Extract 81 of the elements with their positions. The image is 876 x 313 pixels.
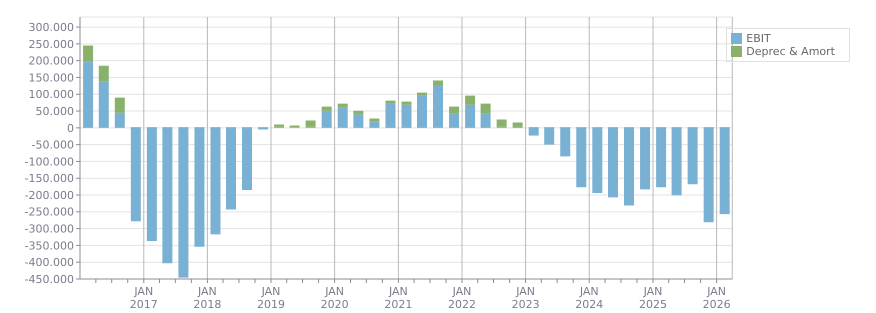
bar	[194, 128, 204, 247]
bar	[528, 128, 539, 136]
y-tick-label: -250.000	[24, 206, 74, 219]
bar	[608, 128, 618, 198]
bar	[416, 92, 427, 96]
y-tick-label: 50.000	[36, 104, 74, 118]
bar	[385, 100, 396, 104]
x-tick-label: JAN 2023	[512, 285, 540, 311]
bar	[322, 106, 332, 111]
bar	[672, 128, 682, 196]
bar	[114, 112, 125, 128]
bar	[83, 61, 94, 128]
y-tick-label: -300.000	[24, 222, 74, 236]
y-tick-label: -400.000	[24, 256, 74, 270]
x-tick-label: JAN 2020	[320, 285, 349, 311]
bar	[465, 96, 476, 105]
bar	[496, 119, 507, 127]
bar	[592, 128, 602, 194]
bar	[512, 122, 523, 127]
bar	[704, 128, 714, 222]
bar	[720, 128, 730, 214]
bar	[146, 128, 157, 242]
bar	[114, 98, 125, 113]
y-tick-label: -100.000	[24, 155, 74, 168]
bar	[162, 128, 172, 264]
bar	[480, 113, 491, 128]
bar	[624, 128, 634, 206]
y-tick-label: -150.000	[24, 172, 74, 186]
y-tick-label: 0	[67, 122, 74, 135]
bar	[98, 81, 109, 128]
x-tick-label: JAN 2019	[257, 285, 285, 311]
bar	[306, 120, 316, 127]
y-tick-label: 150.000	[28, 71, 74, 84]
y-tick-label: 100.000	[28, 88, 74, 102]
bar	[242, 128, 252, 190]
bar	[433, 80, 444, 86]
bar	[210, 128, 220, 234]
bar	[338, 107, 348, 128]
y-tick-label: -450.000	[24, 272, 74, 286]
x-tick-label: JAN 2017	[130, 285, 158, 311]
bar	[688, 128, 698, 184]
y-tick-label: -200.000	[24, 188, 74, 202]
bar	[274, 124, 284, 127]
bar	[656, 128, 666, 188]
bar	[401, 102, 412, 105]
bar	[369, 121, 380, 128]
bar	[338, 104, 348, 108]
bar	[449, 113, 460, 128]
y-tick-label: -50.000	[32, 138, 74, 152]
y-tick-label: -350.000	[24, 239, 74, 252]
y-tick-label: 300.000	[28, 20, 74, 34]
bar	[130, 128, 141, 222]
legend-label: Deprec & Amort	[746, 45, 835, 58]
x-tick-label: JAN 2024	[575, 285, 604, 311]
x-tick-label: JAN 2021	[384, 285, 412, 311]
legend-label: EBIT	[746, 32, 771, 45]
x-tick-label: JAN 2025	[639, 285, 668, 311]
bar	[322, 110, 332, 128]
bar	[560, 128, 570, 156]
bar	[465, 104, 476, 128]
bar	[385, 104, 396, 128]
bar	[353, 110, 364, 114]
x-tick-label: JAN 2018	[193, 285, 222, 311]
bar	[401, 104, 412, 128]
bar	[576, 128, 586, 188]
y-tick-label: 200.000	[28, 54, 74, 68]
bar	[416, 96, 427, 128]
x-tick-label: JAN 2026	[702, 285, 731, 311]
bar	[353, 114, 364, 128]
x-tick-label: JAN 2022	[448, 285, 476, 311]
bar	[83, 46, 94, 62]
bar	[480, 104, 491, 114]
bar	[449, 106, 460, 114]
bar	[98, 66, 109, 82]
bar	[178, 128, 188, 278]
bar	[369, 118, 380, 122]
bar	[640, 128, 650, 190]
bar	[433, 86, 444, 128]
y-tick-label: 250.000	[28, 38, 74, 51]
bar	[226, 128, 236, 210]
bar	[544, 128, 554, 145]
